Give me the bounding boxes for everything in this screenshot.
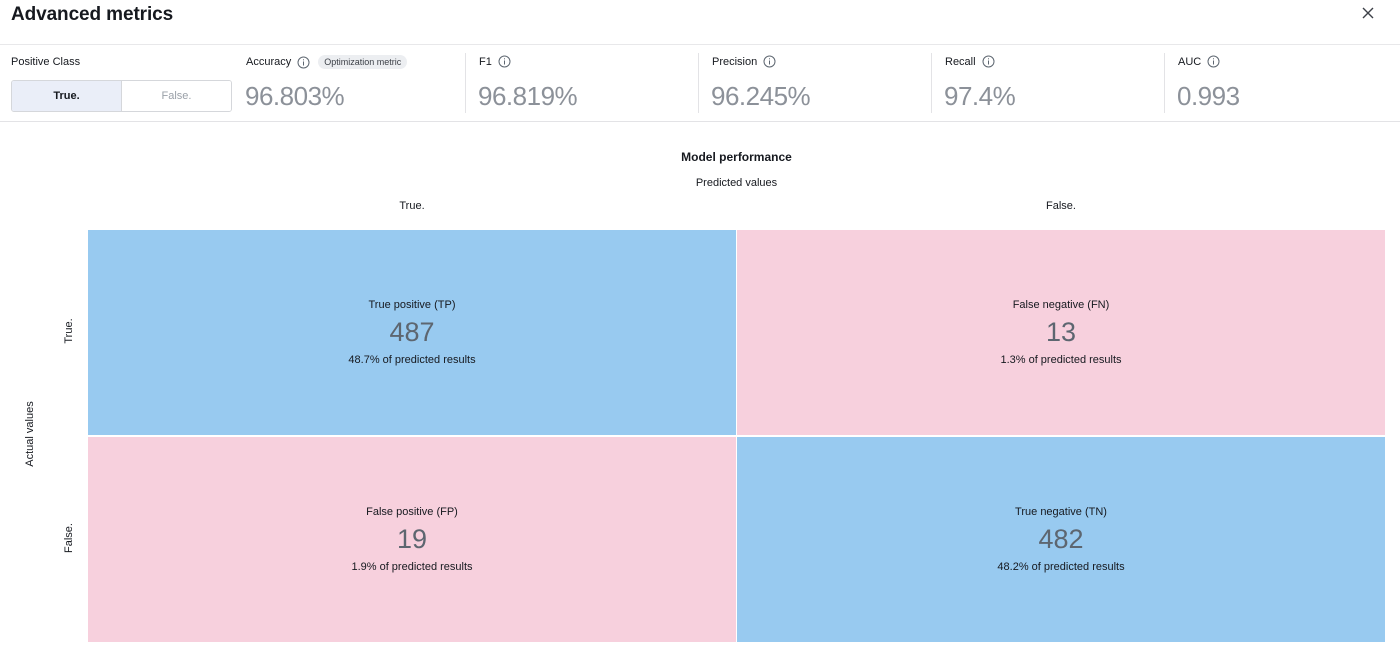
cell-percent: 48.7% of predicted results <box>348 354 476 366</box>
cell-value: 19 <box>396 524 428 554</box>
cell-percent: 1.3% of predicted results <box>1000 354 1122 366</box>
metric-auc: AUC 0.993 <box>1177 45 1388 115</box>
row-label-false: False. <box>63 523 75 553</box>
metric-precision: Precision 96.245% <box>711 45 922 115</box>
divider <box>1164 53 1165 113</box>
cell-percent: 1.9% of predicted results <box>351 561 473 573</box>
optimization-metric-badge: Optimization metric <box>318 55 408 69</box>
column-label-false: False. <box>1046 200 1076 212</box>
cell-name: True positive (TP) <box>368 299 456 311</box>
info-icon[interactable] <box>763 55 776 68</box>
cell-value: 487 <box>389 317 435 347</box>
cell-true-positive: True positive (TP) 487 48.7% of predicte… <box>88 230 736 435</box>
panel-title: Advanced metrics <box>11 4 174 25</box>
close-icon[interactable] <box>1358 3 1378 23</box>
metric-value: 96.819% <box>478 81 578 111</box>
metric-value: 0.993 <box>1177 81 1240 111</box>
metric-label: AUC <box>1178 55 1202 68</box>
info-icon[interactable] <box>1207 55 1220 68</box>
metric-label: F1 <box>479 55 492 68</box>
cell-name: False positive (FP) <box>366 506 458 518</box>
cell-value: 13 <box>1045 317 1077 347</box>
metric-label: Precision <box>712 55 758 68</box>
cell-false-positive: False positive (FP) 19 1.9% of predicted… <box>88 437 736 642</box>
positive-class-false-button[interactable]: False. <box>121 81 231 111</box>
divider <box>698 53 699 113</box>
cell-true-negative: True negative (TN) 482 48.2% of predicte… <box>737 437 1385 642</box>
divider <box>931 53 932 113</box>
metric-label: Accuracy <box>246 56 292 68</box>
metrics-strip: Positive Class True. False. Accuracy Opt… <box>0 45 1400 122</box>
info-icon[interactable] <box>982 55 995 68</box>
metric-recall: Recall 97.4% <box>944 45 1155 115</box>
cell-percent: 48.2% of predicted results <box>997 561 1125 573</box>
column-label-true: True. <box>399 200 425 212</box>
metric-value: 96.245% <box>711 81 811 111</box>
cell-value: 482 <box>1038 524 1084 554</box>
metric-f1: F1 96.819% <box>478 45 689 115</box>
cell-name: False negative (FN) <box>1012 299 1110 311</box>
positive-class-true-button[interactable]: True. <box>12 81 121 111</box>
actual-values-label: Actual values <box>24 401 36 467</box>
chart-title: Model performance <box>681 150 792 164</box>
positive-class-toggle: True. False. <box>11 80 232 112</box>
metric-label: Recall <box>945 55 976 68</box>
panel-header: Advanced metrics <box>0 0 1400 45</box>
cell-false-negative: False negative (FN) 13 1.3% of predicted… <box>737 230 1385 435</box>
row-label-true: True. <box>63 318 75 344</box>
metric-accuracy: Accuracy Optimization metric 96.803% <box>245 45 456 115</box>
info-icon[interactable] <box>297 56 310 69</box>
predicted-values-label: Predicted values <box>695 177 778 189</box>
info-icon[interactable] <box>498 55 511 68</box>
positive-class-label: Positive Class <box>11 56 81 68</box>
metric-value: 96.803% <box>245 81 345 111</box>
metric-value: 97.4% <box>944 81 1016 111</box>
cell-name: True negative (TN) <box>1015 506 1107 518</box>
divider <box>465 53 466 113</box>
